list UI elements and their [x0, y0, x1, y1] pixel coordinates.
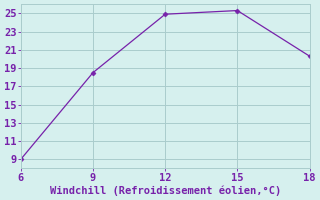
- X-axis label: Windchill (Refroidissement éolien,°C): Windchill (Refroidissement éolien,°C): [50, 185, 281, 196]
